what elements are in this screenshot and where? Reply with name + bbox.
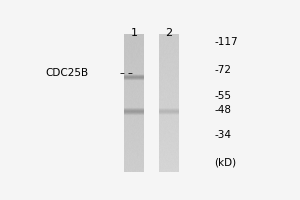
Text: 2: 2	[165, 28, 172, 38]
Text: – –: – –	[120, 68, 133, 78]
Text: 1: 1	[130, 28, 137, 38]
Text: CDC25B: CDC25B	[46, 68, 89, 78]
Text: -34: -34	[214, 130, 231, 140]
Text: -48: -48	[214, 105, 231, 115]
Text: -72: -72	[214, 65, 231, 75]
Text: -117: -117	[214, 37, 238, 47]
Text: (kD): (kD)	[214, 158, 236, 168]
Text: -55: -55	[214, 91, 231, 101]
